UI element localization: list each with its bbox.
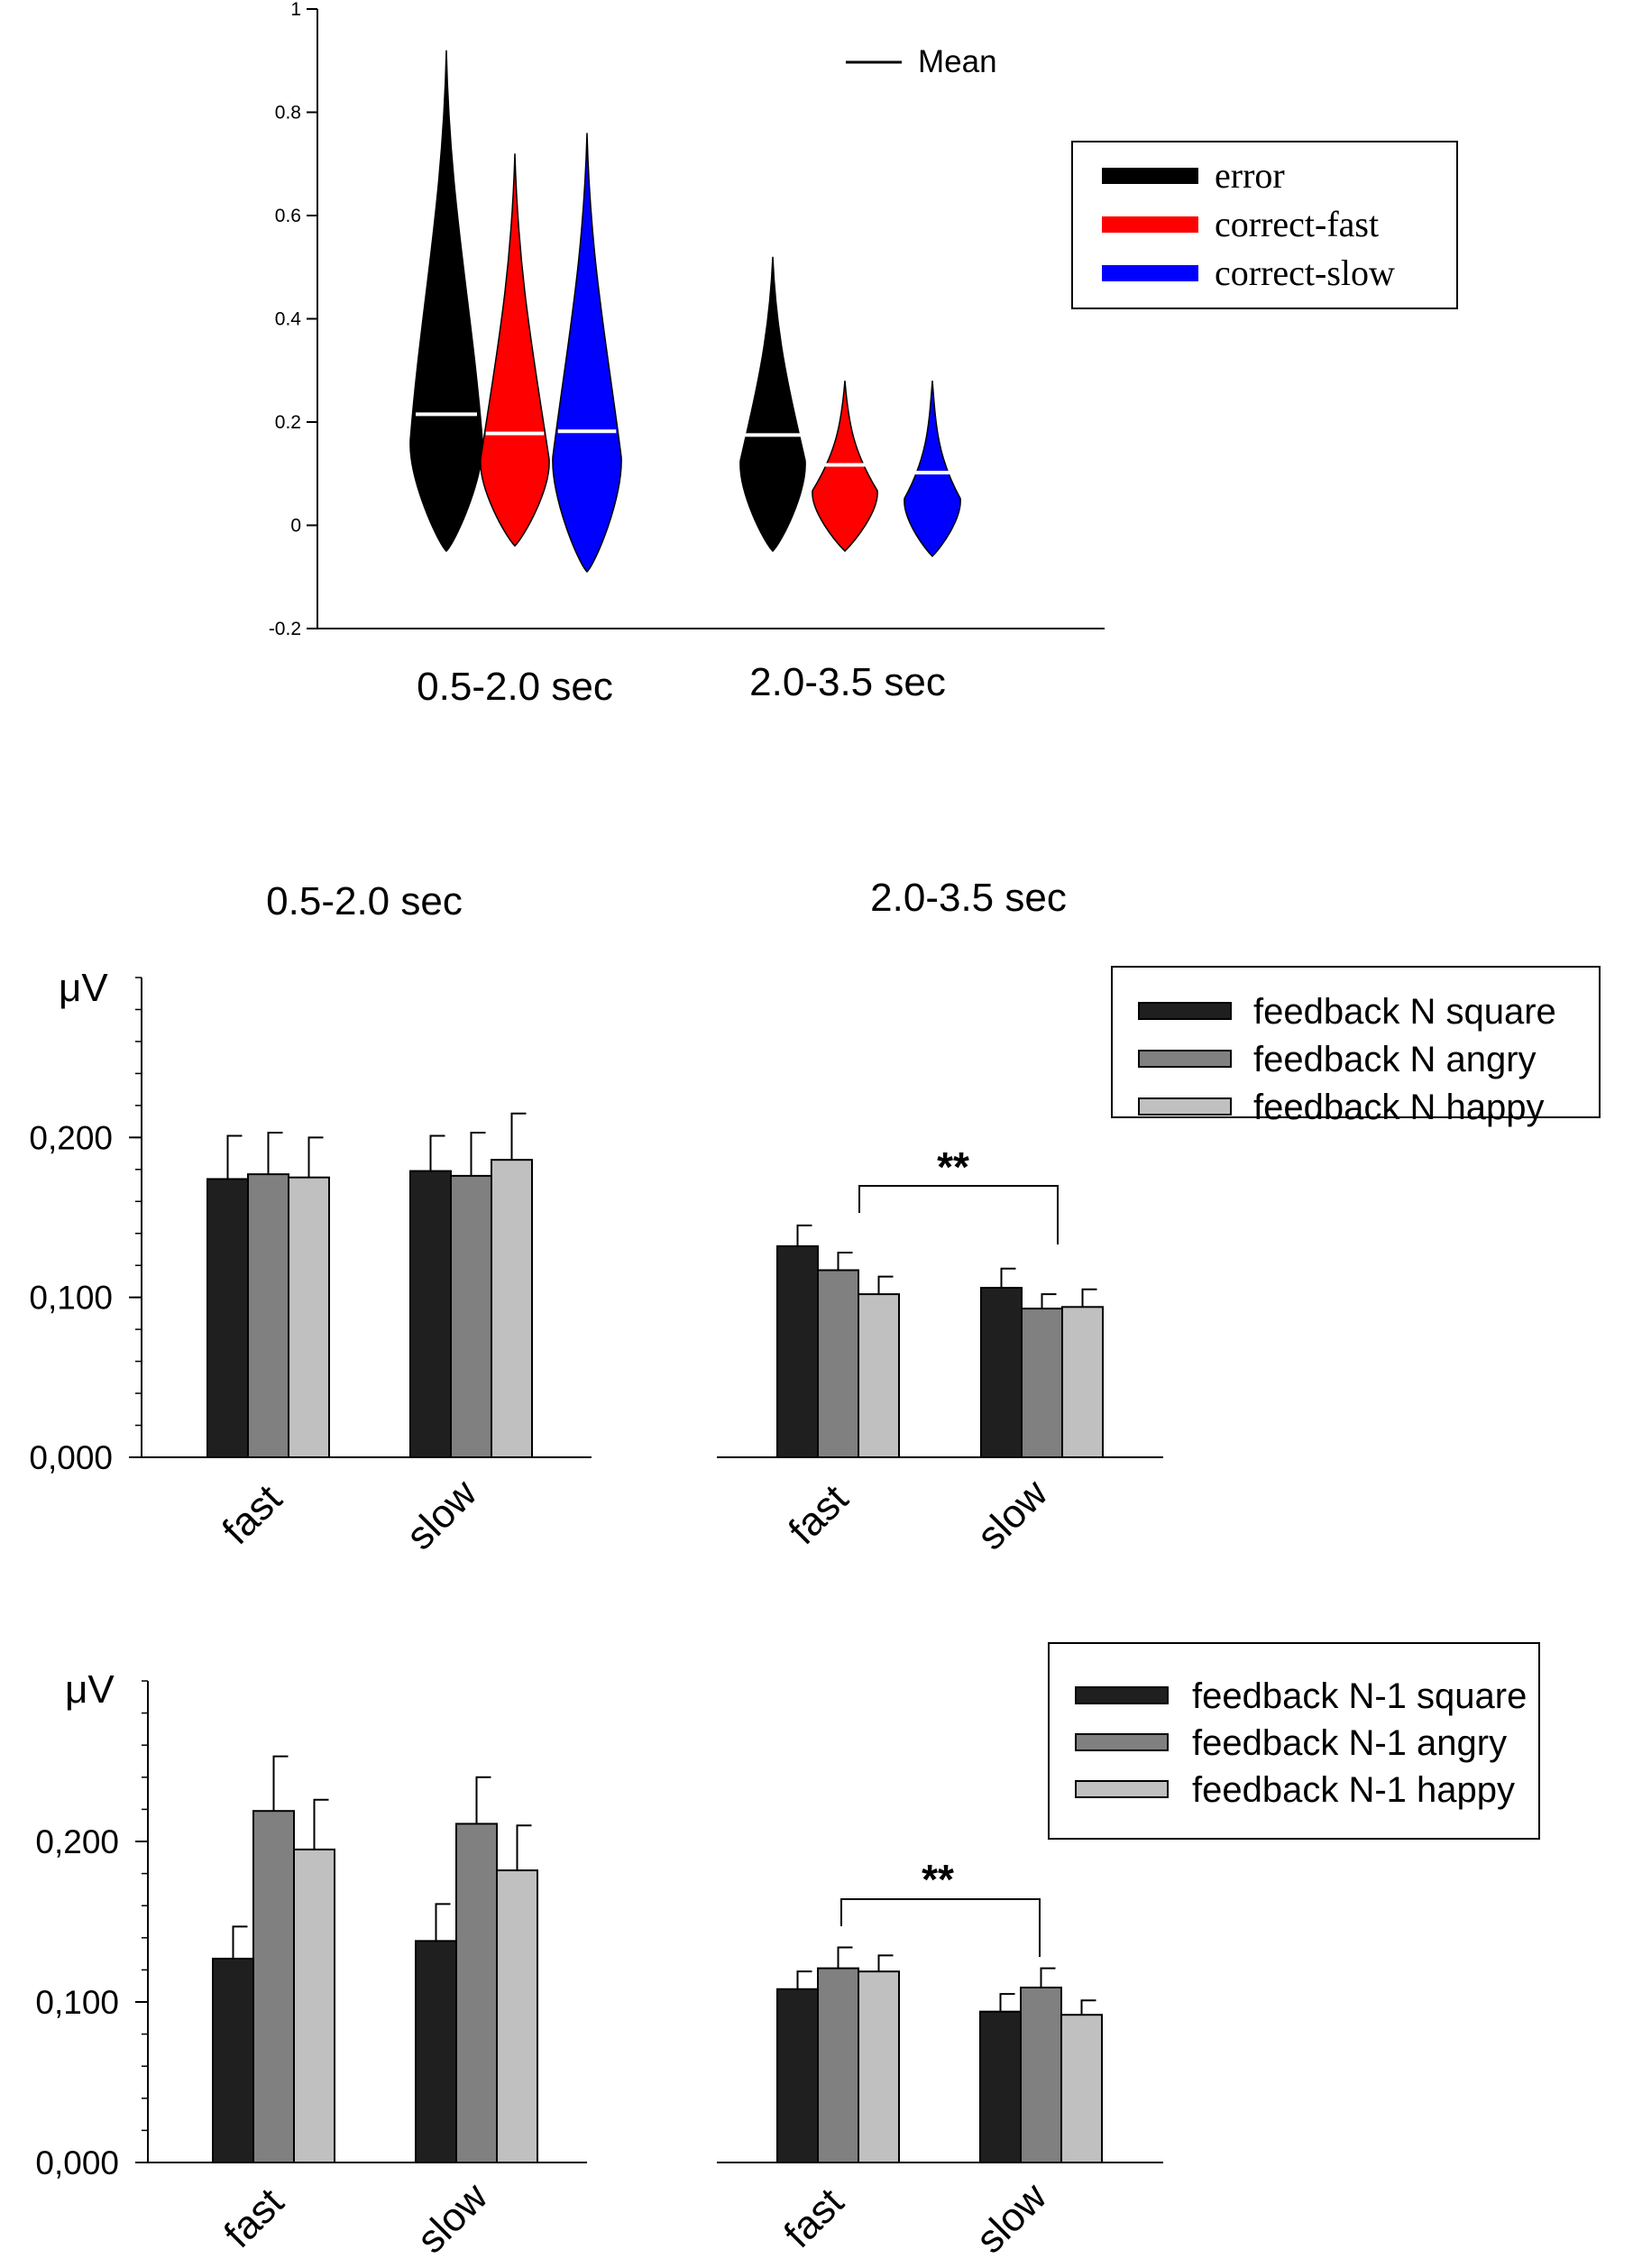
legend-swatch <box>1102 168 1198 184</box>
bar <box>979 2010 1022 2163</box>
bar-n1-y-ticks: 0,000 0,100 0,200 <box>35 1680 148 2181</box>
significance-bracket: ** <box>840 1856 1041 1957</box>
bar-n-legend: feedback N square feedback N angry feedb… <box>1111 966 1601 1127</box>
y-tick-label: 0 <box>290 516 301 537</box>
bar-n-legend-box <box>1111 966 1601 1118</box>
bar <box>212 1957 254 2163</box>
legend-swatch <box>1075 1780 1169 1798</box>
legend-label: correct-fast <box>1215 204 1379 244</box>
legend-swatch <box>1075 1686 1169 1704</box>
bar <box>206 1178 249 1458</box>
category-label: fast <box>775 2180 852 2256</box>
bar-n1-legend: feedback N-1 square feedback N-1 angry f… <box>1048 1642 1540 1840</box>
violin-shapes <box>409 50 961 574</box>
significance-marker: ** <box>937 1143 969 1190</box>
legend-swatch <box>1138 1002 1232 1020</box>
y-tick-label: 0,100 <box>29 1280 113 1317</box>
y-tick-label: 1 <box>290 0 301 20</box>
bar <box>980 1287 1023 1458</box>
category-label: slow <box>968 2174 1055 2262</box>
bar <box>247 1173 289 1458</box>
category-label: slow <box>398 1471 485 1558</box>
bar-chart-feedback-n-1: μV 0,000 0,100 0,200 fast slow fast slow *… <box>35 1642 1540 2262</box>
y-tick-label: 0.8 <box>275 103 301 124</box>
violin-mean-legend: Mean <box>846 44 997 79</box>
legend-swatch <box>1102 216 1198 233</box>
bar-n-bars <box>206 1112 1104 1459</box>
bar-chart-feedback-n: 0.5-2.0 sec 2.0-3.5 sec μV 0,000 0,100 0,2… <box>29 876 1601 1558</box>
y-axis-label: μV <box>59 966 108 1010</box>
y-tick-label: 0,000 <box>29 1439 113 1476</box>
legend-label: correct-slow <box>1215 253 1395 293</box>
significance-marker: ** <box>922 1856 954 1903</box>
bar <box>409 1170 452 1459</box>
y-tick-label: -0.2 <box>269 619 301 639</box>
legend-label: error <box>1215 155 1285 196</box>
panel-title: 2.0-3.5 sec <box>870 876 1067 920</box>
category-labels: fast slow fast slow <box>216 2174 1055 2262</box>
bar <box>450 1174 492 1458</box>
bar <box>1021 1308 1063 1458</box>
y-tick-label: 0,200 <box>29 1119 113 1156</box>
y-tick-label: 0,000 <box>35 2144 119 2181</box>
legend-swatch <box>1138 1050 1232 1068</box>
violin-chart: -0.2 0 0.2 0.4 0.6 0.8 1 0.5-2.0 sec 2.0-3.5 s… <box>269 0 1458 709</box>
bar <box>1060 2014 1103 2163</box>
violin-correct-slow <box>904 381 961 557</box>
violin-y-ticks: -0.2 0 0.2 0.4 0.6 0.8 1 <box>269 0 317 639</box>
bar <box>817 1967 859 2164</box>
legend-label: feedback N angry <box>1253 1040 1537 1079</box>
legend-label: feedback N square <box>1253 992 1556 1032</box>
y-axis-label: μV <box>65 1667 115 1712</box>
legend-label: feedback N-1 happy <box>1192 1770 1515 1810</box>
y-tick-label: 0.6 <box>275 206 301 226</box>
bar <box>415 1940 457 2164</box>
bar <box>776 1988 819 2164</box>
bar <box>858 1293 900 1458</box>
significance-bracket: ** <box>858 1143 1059 1244</box>
category-labels: fast slow fast slow <box>214 1471 1056 1558</box>
legend-label: feedback N-1 angry <box>1192 1723 1507 1763</box>
bar <box>455 1823 498 2164</box>
bar-n-y-ticks: 0,000 0,100 0,200 <box>29 977 142 1476</box>
category-label: fast <box>214 1476 290 1553</box>
violin-error <box>409 50 483 553</box>
bar <box>496 1869 538 2164</box>
violin-legend: error correct-fast correct-slow <box>1071 141 1458 309</box>
category-label: fast <box>780 1476 857 1553</box>
violin-group-label: 2.0-3.5 sec <box>749 660 946 704</box>
bar <box>288 1176 330 1458</box>
bar <box>491 1159 533 1459</box>
bracket-line <box>840 1898 1041 1957</box>
bracket-line <box>858 1185 1059 1244</box>
legend-label: feedback N-1 square <box>1192 1676 1527 1716</box>
y-tick-label: 0.2 <box>275 412 301 433</box>
category-label: slow <box>968 1471 1056 1558</box>
bar <box>1061 1306 1104 1458</box>
violin-group-label: 0.5-2.0 sec <box>417 665 613 709</box>
bar <box>293 1848 335 2163</box>
legend-label: feedback N happy <box>1253 1088 1544 1127</box>
category-label: fast <box>216 2180 292 2256</box>
y-tick-label: 0,200 <box>35 1823 119 1860</box>
legend-swatch <box>1102 265 1198 281</box>
bar <box>252 1810 295 2164</box>
bar <box>1020 1986 1062 2163</box>
legend-swatch <box>1075 1733 1169 1751</box>
y-tick-label: 0.4 <box>275 309 302 330</box>
y-tick-label: 0,100 <box>35 1984 119 2021</box>
legend-swatch <box>1138 1097 1232 1116</box>
violin-error <box>739 256 806 553</box>
panel-title: 0.5-2.0 sec <box>266 879 463 923</box>
bar <box>817 1269 859 1459</box>
bar-n1-bars <box>212 1755 1103 2164</box>
violin-correct-slow <box>552 133 622 574</box>
violin-correct-fast <box>480 153 550 547</box>
mean-legend-label: Mean <box>918 44 997 79</box>
bar <box>858 1970 900 2163</box>
category-label: slow <box>408 2174 496 2262</box>
bar <box>776 1244 819 1459</box>
